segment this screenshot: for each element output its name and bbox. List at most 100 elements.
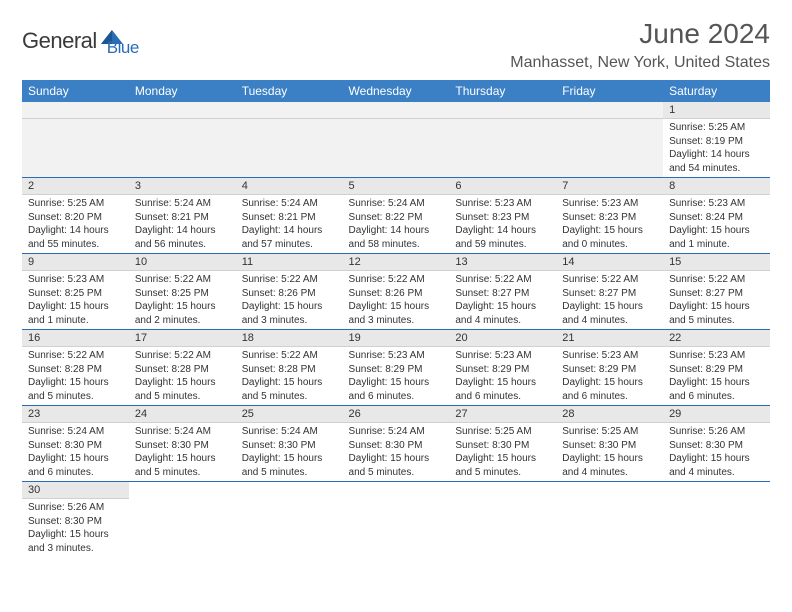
calendar-cell: 13Sunrise: 5:22 AMSunset: 8:27 PMDayligh… [449, 254, 556, 330]
sunset: Sunset: 8:30 PM [669, 439, 764, 453]
day-body: Sunrise: 5:26 AMSunset: 8:30 PMDaylight:… [22, 499, 129, 557]
calendar-cell: 9Sunrise: 5:23 AMSunset: 8:25 PMDaylight… [22, 254, 129, 330]
daylight: Daylight: 14 hours and 58 minutes. [349, 224, 444, 251]
calendar-row: 9Sunrise: 5:23 AMSunset: 8:25 PMDaylight… [22, 254, 770, 330]
day-body: Sunrise: 5:24 AMSunset: 8:30 PMDaylight:… [343, 423, 450, 481]
sunset: Sunset: 8:26 PM [242, 287, 337, 301]
sunset: Sunset: 8:30 PM [242, 439, 337, 453]
calendar-cell: 29Sunrise: 5:26 AMSunset: 8:30 PMDayligh… [663, 406, 770, 482]
daylight: Daylight: 15 hours and 3 minutes. [242, 300, 337, 327]
day-body: Sunrise: 5:25 AMSunset: 8:20 PMDaylight:… [22, 195, 129, 253]
day-body: Sunrise: 5:22 AMSunset: 8:27 PMDaylight:… [556, 271, 663, 329]
daylight: Daylight: 15 hours and 6 minutes. [669, 376, 764, 403]
day-number-empty [449, 102, 556, 119]
sunrise: Sunrise: 5:23 AM [669, 349, 764, 363]
sunrise: Sunrise: 5:24 AM [349, 425, 444, 439]
sunset: Sunset: 8:27 PM [455, 287, 550, 301]
calendar-cell: 11 Sunrise: 5:22 AMSunset: 8:26 PMDayligh… [236, 254, 343, 330]
calendar-cell: 15Sunrise: 5:22 AMSunset: 8:27 PMDayligh… [663, 254, 770, 330]
day-number: 25 [236, 406, 343, 423]
weekday-header-row: Sunday Monday Tuesday Wednesday Thursday… [22, 80, 770, 102]
sunrise: Sunrise: 5:24 AM [135, 197, 230, 211]
day-body: Sunrise: 5:22 AMSunset: 8:28 PMDaylight:… [236, 347, 343, 405]
day-body: Sunrise: 5:22 AMSunset: 8:25 PMDaylight:… [129, 271, 236, 329]
sunrise: Sunrise: 5:25 AM [455, 425, 550, 439]
daylight: Daylight: 15 hours and 1 minute. [669, 224, 764, 251]
daylight: Daylight: 15 hours and 5 minutes. [28, 376, 123, 403]
day-number: 16 [22, 330, 129, 347]
sunrise: Sunrise: 5:23 AM [455, 349, 550, 363]
day-body: Sunrise: 5:22 AMSunset: 8:28 PMDaylight:… [22, 347, 129, 405]
day-body: Sunrise: 5:22 AMSunset: 8:27 PMDaylight:… [663, 271, 770, 329]
calendar-cell: 16Sunrise: 5:22 AMSunset: 8:28 PMDayligh… [22, 330, 129, 406]
calendar-row: 30Sunrise: 5:26 AMSunset: 8:30 PMDayligh… [22, 482, 770, 558]
day-number: 28 [556, 406, 663, 423]
calendar-cell [22, 102, 129, 178]
day-number: 13 [449, 254, 556, 271]
calendar-cell [556, 102, 663, 178]
sunset: Sunset: 8:21 PM [242, 211, 337, 225]
day-number: 15 [663, 254, 770, 271]
sunset: Sunset: 8:28 PM [28, 363, 123, 377]
sunrise: Sunrise: 5:24 AM [28, 425, 123, 439]
day-body: Sunrise: 5:23 AMSunset: 8:29 PMDaylight:… [556, 347, 663, 405]
sunset: Sunset: 8:27 PM [669, 287, 764, 301]
day-body: Sunrise: 5:24 AMSunset: 8:30 PMDaylight:… [22, 423, 129, 481]
calendar-cell: 8Sunrise: 5:23 AMSunset: 8:24 PMDaylight… [663, 178, 770, 254]
day-number: 14 [556, 254, 663, 271]
calendar-cell [129, 102, 236, 178]
day-body: Sunrise: 5:22 AMSunset: 8:27 PMDaylight:… [449, 271, 556, 329]
sunset: Sunset: 8:25 PM [28, 287, 123, 301]
day-number: 3 [129, 178, 236, 195]
weekday-header: Wednesday [343, 80, 450, 102]
weekday-header: Thursday [449, 80, 556, 102]
day-body: Sunrise: 5:23 AMSunset: 8:29 PMDaylight:… [663, 347, 770, 405]
calendar-cell: 12Sunrise: 5:22 AMSunset: 8:26 PMDayligh… [343, 254, 450, 330]
calendar-cell: 21Sunrise: 5:23 AMSunset: 8:29 PMDayligh… [556, 330, 663, 406]
calendar-cell: 19Sunrise: 5:23 AMSunset: 8:29 PMDayligh… [343, 330, 450, 406]
day-number: 2 [22, 178, 129, 195]
calendar-cell: 14Sunrise: 5:22 AMSunset: 8:27 PMDayligh… [556, 254, 663, 330]
sunrise: Sunrise: 5:24 AM [242, 425, 337, 439]
sunrise: Sunrise: 5:23 AM [669, 197, 764, 211]
day-number: 21 [556, 330, 663, 347]
daylight: Daylight: 15 hours and 5 minutes. [349, 452, 444, 479]
day-body: Sunrise: 5:25 AMSunset: 8:30 PMDaylight:… [449, 423, 556, 481]
calendar-cell: 5Sunrise: 5:24 AMSunset: 8:22 PMDaylight… [343, 178, 450, 254]
sunrise: Sunrise: 5:23 AM [349, 349, 444, 363]
sunrise: Sunrise: 5:22 AM [242, 273, 337, 287]
calendar-cell [556, 482, 663, 558]
header: General Blue June 2024 Manhasset, New Yo… [22, 18, 770, 72]
daylight: Daylight: 15 hours and 6 minutes. [562, 376, 657, 403]
day-number: 26 [343, 406, 450, 423]
sunset: Sunset: 8:29 PM [669, 363, 764, 377]
sunset: Sunset: 8:29 PM [349, 363, 444, 377]
calendar-cell: 20Sunrise: 5:23 AMSunset: 8:29 PMDayligh… [449, 330, 556, 406]
day-number-empty [129, 102, 236, 119]
sunrise: Sunrise: 5:22 AM [28, 349, 123, 363]
logo: General Blue [22, 24, 139, 58]
daylight: Daylight: 15 hours and 6 minutes. [455, 376, 550, 403]
sunrise: Sunrise: 5:22 AM [669, 273, 764, 287]
daylight: Daylight: 15 hours and 4 minutes. [669, 452, 764, 479]
sunrise: Sunrise: 5:23 AM [562, 349, 657, 363]
sunset: Sunset: 8:30 PM [135, 439, 230, 453]
calendar-cell: 18Sunrise: 5:22 AMSunset: 8:28 PMDayligh… [236, 330, 343, 406]
daylight: Daylight: 15 hours and 1 minute. [28, 300, 123, 327]
daylight: Daylight: 15 hours and 5 minutes. [135, 452, 230, 479]
sunset: Sunset: 8:25 PM [135, 287, 230, 301]
daylight: Daylight: 15 hours and 5 minutes. [135, 376, 230, 403]
title-block: June 2024 Manhasset, New York, United St… [510, 18, 770, 72]
weekday-header: Tuesday [236, 80, 343, 102]
day-body: Sunrise: 5:24 AMSunset: 8:30 PMDaylight:… [236, 423, 343, 481]
sunset: Sunset: 8:22 PM [349, 211, 444, 225]
calendar-cell: 23Sunrise: 5:24 AMSunset: 8:30 PMDayligh… [22, 406, 129, 482]
calendar-cell: 28Sunrise: 5:25 AMSunset: 8:30 PMDayligh… [556, 406, 663, 482]
calendar-cell: 22Sunrise: 5:23 AMSunset: 8:29 PMDayligh… [663, 330, 770, 406]
day-body: Sunrise: 5:23 AMSunset: 8:29 PMDaylight:… [343, 347, 450, 405]
calendar-cell: 30Sunrise: 5:26 AMSunset: 8:30 PMDayligh… [22, 482, 129, 558]
day-number: 11 [236, 254, 343, 271]
sunset: Sunset: 8:30 PM [562, 439, 657, 453]
day-body: Sunrise: 5:25 AMSunset: 8:19 PMDaylight:… [663, 119, 770, 177]
page-title: June 2024 [510, 18, 770, 50]
